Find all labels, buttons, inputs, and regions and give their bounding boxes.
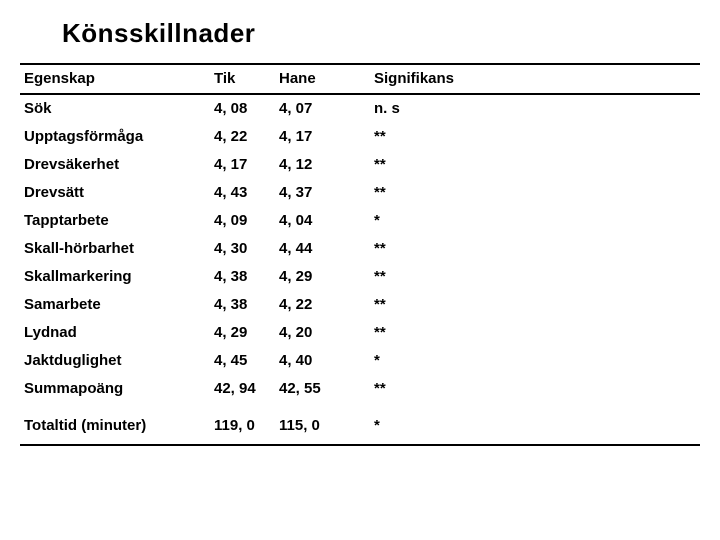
cell-prop: Lydnad xyxy=(20,319,210,347)
cell-hane: 4, 04 xyxy=(275,207,370,235)
cell-prop: Jaktduglighet xyxy=(20,347,210,375)
table-row: Skallmarkering4, 384, 29** xyxy=(20,263,700,291)
cell-sig: ** xyxy=(370,263,700,291)
cell-tik: 4, 09 xyxy=(210,207,275,235)
cell-sig: ** xyxy=(370,319,700,347)
col-header-egenskap: Egenskap xyxy=(20,64,210,94)
table-row: Drevsätt4, 434, 37** xyxy=(20,179,700,207)
cell-prop: Skallmarkering xyxy=(20,263,210,291)
cell-prop: Upptagsförmåga xyxy=(20,123,210,151)
page-title: Könsskillnader xyxy=(62,18,700,49)
cell-hane: 4, 20 xyxy=(275,319,370,347)
cell-tik: 4, 29 xyxy=(210,319,275,347)
cell-sig: ** xyxy=(370,151,700,179)
cell-prop: Sök xyxy=(20,94,210,123)
cell-hane: 4, 44 xyxy=(275,235,370,263)
cell-prop: Skall-hörbarhet xyxy=(20,235,210,263)
cell-tik: 4, 22 xyxy=(210,123,275,151)
cell-prop: Tapptarbete xyxy=(20,207,210,235)
cell-sig: * xyxy=(370,207,700,235)
col-header-signifikans: Signifikans xyxy=(370,64,700,94)
cell-hane: 4, 29 xyxy=(275,263,370,291)
table-row: Sök4, 084, 07n. s xyxy=(20,94,700,123)
table-row: Upptagsförmåga4, 224, 17** xyxy=(20,123,700,151)
cell-hane: 42, 55 xyxy=(275,375,370,403)
cell-sig: ** xyxy=(370,123,700,151)
table-row: Skall-hörbarhet4, 304, 44** xyxy=(20,235,700,263)
table-row: Drevsäkerhet4, 174, 12** xyxy=(20,151,700,179)
cell-prop: Drevsätt xyxy=(20,179,210,207)
cell-hane: 4, 22 xyxy=(275,291,370,319)
cell-hane: 4, 37 xyxy=(275,179,370,207)
cell-sig: ** xyxy=(370,375,700,403)
table-header-row: Egenskap Tik Hane Signifikans xyxy=(20,64,700,94)
cell-sig: ** xyxy=(370,179,700,207)
cell-tik: 4, 38 xyxy=(210,263,275,291)
cell-tik: 119, 0 xyxy=(210,403,275,445)
cell-tik: 4, 08 xyxy=(210,94,275,123)
cell-hane: 4, 40 xyxy=(275,347,370,375)
cell-hane: 4, 12 xyxy=(275,151,370,179)
table-row: Summapoäng42, 9442, 55** xyxy=(20,375,700,403)
cell-prop: Totaltid (minuter) xyxy=(20,403,210,445)
cell-sig: * xyxy=(370,347,700,375)
cell-tik: 4, 30 xyxy=(210,235,275,263)
table-row: Samarbete4, 384, 22** xyxy=(20,291,700,319)
data-table: Egenskap Tik Hane Signifikans Sök4, 084,… xyxy=(20,63,700,446)
cell-tik: 4, 17 xyxy=(210,151,275,179)
cell-tik: 4, 43 xyxy=(210,179,275,207)
table-row: Tapptarbete4, 094, 04* xyxy=(20,207,700,235)
table-row: Lydnad4, 294, 20** xyxy=(20,319,700,347)
cell-sig: n. s xyxy=(370,94,700,123)
col-header-hane: Hane xyxy=(275,64,370,94)
cell-tik: 42, 94 xyxy=(210,375,275,403)
cell-sig: ** xyxy=(370,291,700,319)
cell-sig: * xyxy=(370,403,700,445)
cell-hane: 115, 0 xyxy=(275,403,370,445)
cell-prop: Drevsäkerhet xyxy=(20,151,210,179)
cell-prop: Samarbete xyxy=(20,291,210,319)
table-footer-row: Totaltid (minuter)119, 0115, 0* xyxy=(20,403,700,445)
table-row: Jaktduglighet4, 454, 40* xyxy=(20,347,700,375)
cell-prop: Summapoäng xyxy=(20,375,210,403)
cell-sig: ** xyxy=(370,235,700,263)
cell-tik: 4, 38 xyxy=(210,291,275,319)
cell-hane: 4, 07 xyxy=(275,94,370,123)
cell-hane: 4, 17 xyxy=(275,123,370,151)
cell-tik: 4, 45 xyxy=(210,347,275,375)
col-header-tik: Tik xyxy=(210,64,275,94)
